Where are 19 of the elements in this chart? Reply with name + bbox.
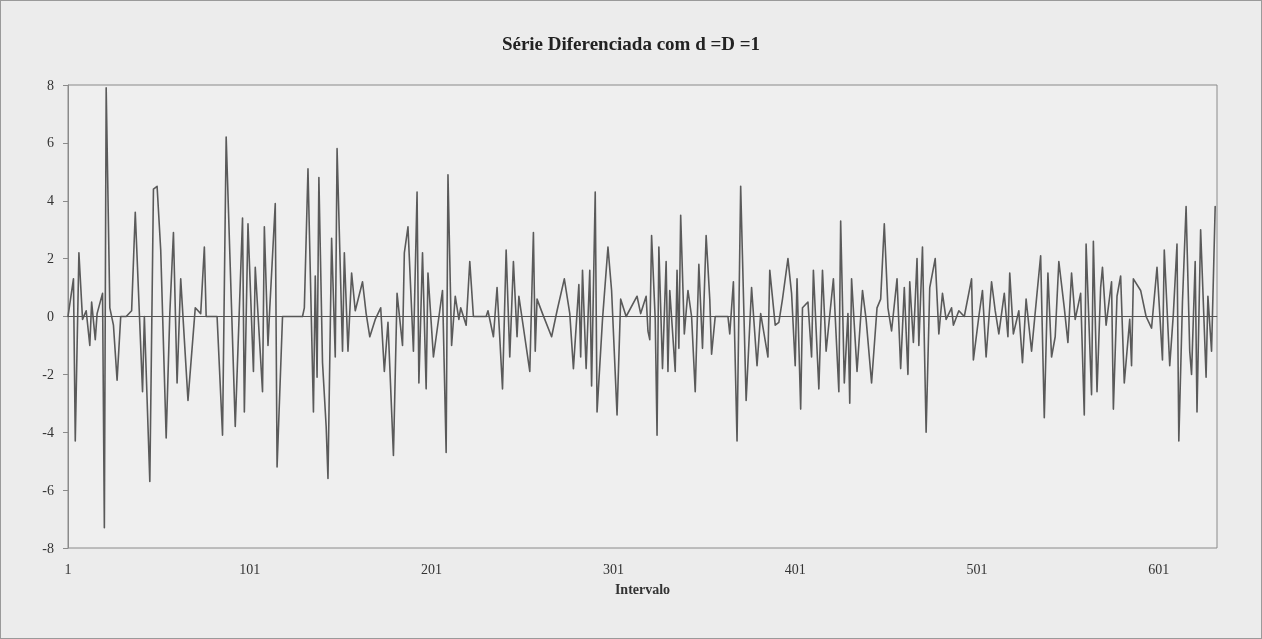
y-tick-label: -2 (42, 366, 54, 382)
y-tick-label: -6 (42, 482, 54, 498)
y-tick-label: 0 (47, 309, 54, 324)
y-tick-label: 2 (47, 251, 54, 267)
x-tick-label: 101 (239, 561, 261, 577)
x-tick-label: 201 (421, 561, 443, 577)
y-tick-label: 6 (47, 135, 54, 151)
y-tick-label: -8 (42, 540, 54, 556)
y-tick-label: 8 (47, 77, 54, 93)
x-tick-label: 501 (966, 561, 988, 577)
x-tick-label: 1 (64, 561, 72, 577)
x-tick-label: 401 (784, 561, 806, 577)
y-tick-label: 4 (47, 193, 54, 209)
x-tick-label: 301 (602, 561, 624, 577)
chart-title: Série Diferenciada com d =D =1 (501, 33, 761, 54)
x-axis-title: Intervalo (614, 581, 671, 597)
y-tick-label: -4 (42, 424, 54, 440)
x-tick-label: 601 (1148, 561, 1170, 577)
line-series (67, 87, 1216, 529)
